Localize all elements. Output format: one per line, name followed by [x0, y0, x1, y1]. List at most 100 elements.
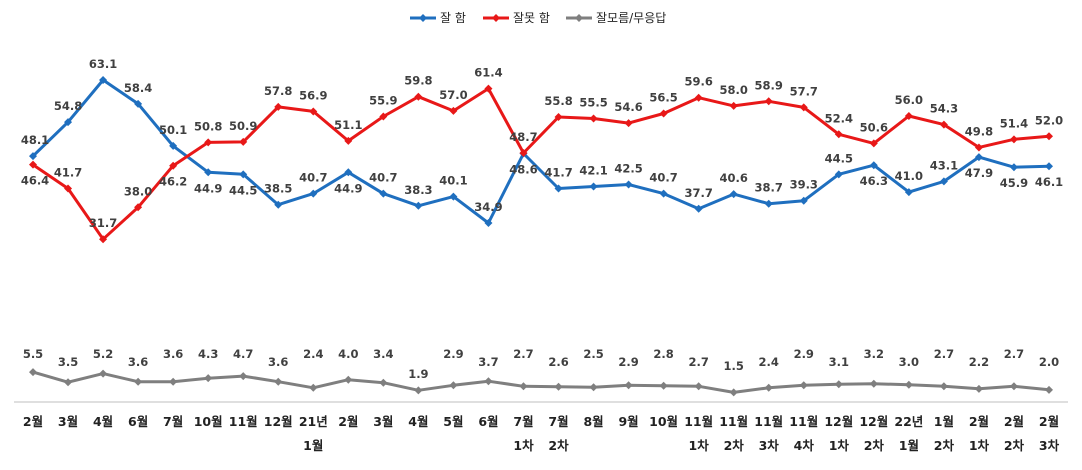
data-label-good: 44.9: [194, 181, 222, 195]
data-point-unsure: [974, 384, 983, 393]
data-point-good: [344, 168, 353, 177]
legend-item-good: 잘 함: [410, 11, 466, 25]
x-tick-label: 11월: [684, 414, 713, 429]
series-line-good: [31, 78, 1050, 225]
data-label-bad: 56.0: [895, 93, 923, 107]
x-tick-label: 1차: [969, 438, 990, 453]
data-point-bad: [659, 109, 668, 118]
legend-label: 잘모름/무응답: [596, 11, 666, 25]
data-point-good: [379, 189, 388, 198]
data-point-unsure: [729, 388, 738, 397]
chart-legend: 잘 함 잘못 함 잘모름/무응답: [410, 11, 666, 25]
x-tick-label: 1월: [303, 438, 323, 453]
data-label-good: 50.1: [159, 123, 187, 137]
data-point-unsure: [274, 377, 283, 386]
data-label-good: 38.3: [404, 183, 432, 197]
data-label-bad: 50.8: [194, 119, 222, 133]
data-point-unsure: [484, 377, 493, 386]
data-label-good: 48.1: [21, 133, 49, 147]
data-point-good: [764, 199, 773, 208]
x-axis-tick-labels: 2월 3월 4월 6월 7월 10월 11월 12월 21년 1월 2월 3월 4월 5월 6월 7월 1차 7월…: [23, 414, 1060, 453]
data-label-unsure: 1.9: [408, 367, 428, 381]
data-label-unsure: 2.7: [513, 347, 533, 361]
data-point-good: [64, 118, 73, 127]
data-label-good: 45.9: [1000, 176, 1028, 190]
data-point-unsure: [29, 368, 37, 377]
x-tick-label: 11월: [719, 414, 748, 429]
data-point-unsure: [834, 380, 843, 389]
data-point-unsure: [554, 382, 563, 391]
data-point-bad: [99, 235, 108, 244]
data-label-unsure: 2.9: [443, 347, 463, 361]
data-point-good: [974, 153, 983, 162]
data-point-unsure: [519, 382, 528, 391]
data-point-bad: [974, 143, 983, 152]
legend-swatch-marker: [419, 14, 427, 22]
data-label-good: 58.4: [124, 81, 152, 95]
x-tick-label: 4월: [93, 414, 113, 429]
data-point-bad: [834, 130, 843, 139]
data-label-good: 46.1: [1035, 175, 1063, 189]
data-label-good: 39.3: [790, 178, 818, 192]
data-label-unsure: 2.7: [688, 355, 708, 369]
data-point-unsure: [169, 377, 178, 386]
data-point-unsure: [939, 382, 948, 391]
data-label-good: 63.1: [89, 57, 117, 71]
data-point-good: [169, 141, 178, 150]
x-tick-label: 11월: [754, 414, 783, 429]
data-point-bad: [519, 149, 528, 158]
x-tick-label: 10월: [649, 414, 678, 429]
data-point-bad: [414, 92, 423, 101]
data-labels: 48.1 54.8 63.1 58.4 50.1 44.9 44.5 38.5 40.7 44.9…: [21, 57, 1063, 381]
legend-label: 잘못 함: [513, 11, 550, 25]
data-label-good: 40.6: [720, 171, 748, 185]
data-point-bad: [869, 139, 878, 148]
data-label-bad: 50.9: [229, 119, 257, 133]
data-point-bad: [169, 161, 178, 170]
series-good: [29, 76, 1053, 227]
data-label-unsure: 2.9: [618, 355, 638, 369]
data-label-bad: 59.6: [684, 75, 712, 89]
data-point-unsure: [869, 379, 878, 388]
data-point-good: [204, 168, 213, 177]
x-tick-label: 10월: [194, 414, 223, 429]
data-point-bad: [309, 107, 318, 116]
data-label-good: 47.9: [965, 166, 993, 180]
data-point-good: [554, 184, 563, 193]
data-point-bad: [64, 184, 73, 193]
data-label-good: 44.5: [229, 183, 257, 197]
data-label-good: 54.8: [54, 99, 82, 113]
data-label-unsure: 2.9: [794, 347, 814, 361]
x-tick-label: 3차: [759, 438, 780, 453]
series-layer: [29, 76, 1053, 397]
data-point-unsure: [309, 383, 318, 392]
data-point-good: [1009, 163, 1018, 172]
data-point-bad: [1045, 132, 1053, 141]
data-label-bad: 52.4: [825, 111, 853, 125]
x-tick-label: 3차: [1039, 438, 1060, 453]
data-point-good: [274, 200, 283, 209]
x-tick-label: 8월: [583, 414, 603, 429]
data-point-unsure: [1045, 385, 1053, 394]
x-tick-label: 1차: [829, 438, 850, 453]
x-tick-label: 2차: [1004, 438, 1025, 453]
series-line-bad: [32, 87, 1050, 241]
x-tick-label: 11월: [789, 414, 818, 429]
data-point-bad: [589, 114, 598, 123]
data-point-unsure: [379, 378, 388, 387]
data-label-bad: 46.2: [159, 175, 187, 189]
data-point-good: [414, 201, 423, 210]
data-label-unsure: 3.6: [163, 347, 183, 361]
data-point-unsure: [99, 369, 108, 378]
data-label-good: 40.1: [439, 174, 467, 188]
data-point-good: [624, 180, 633, 189]
data-label-unsure: 2.7: [934, 347, 954, 361]
data-label-unsure: 3.4: [373, 347, 393, 361]
data-label-bad: 48.7: [509, 130, 537, 144]
x-tick-label: 2월: [23, 414, 43, 429]
data-point-unsure: [694, 382, 703, 391]
data-point-good: [309, 189, 318, 198]
x-tick-label: 1월: [899, 438, 919, 453]
data-point-unsure: [204, 374, 213, 383]
